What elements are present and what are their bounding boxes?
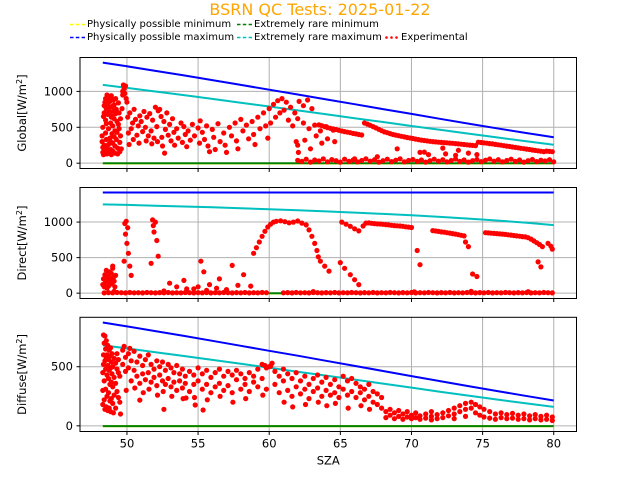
experimental-points [100, 217, 555, 296]
y-tick-label: 500 [51, 251, 73, 265]
legend-label: Physically possible maximum [87, 32, 235, 43]
y-tick-label: 500 [51, 120, 73, 134]
y-tick-label: 0 [66, 156, 73, 170]
x-tick-label: 70 [404, 437, 419, 451]
legend-label: Physically possible minimum [87, 19, 232, 30]
experimental-points [100, 332, 555, 424]
x-tick-label: 80 [546, 437, 561, 451]
gridlines [80, 57, 577, 169]
legend-dots-icon [385, 36, 398, 39]
x-tick-label: 50 [120, 437, 135, 451]
panel-diffuse: 0 500 Diffuse[W/m2] 50 55 60 65 70 75 80 SZA [15, 316, 577, 468]
x-axis-label: SZA [317, 454, 340, 468]
x-tick-label: 60 [262, 437, 277, 451]
legend-dash-icon [237, 36, 252, 39]
panel-frame [79, 316, 577, 432]
tick-marks [76, 90, 555, 172]
x-tick-label: 75 [475, 437, 490, 451]
line-extremely-rare-maximum [102, 203, 554, 227]
panel-global: 0 500 1000 Global[W/m2] [15, 57, 577, 172]
panel-frame [79, 187, 577, 299]
y-axis-label-diffuse: Diffuse[W/m2] [15, 334, 29, 415]
legend-dash-icon [70, 36, 85, 39]
legend-label: Extremely rare maximum [254, 32, 382, 43]
line-extremely-rare-maximum [102, 83, 554, 146]
y-tick-label: 0 [66, 419, 73, 433]
x-tick-label: 65 [333, 437, 348, 451]
experimental-points [99, 82, 557, 165]
legend-label: Extremely rare minimum [254, 19, 379, 30]
y-tick-label: 0 [66, 286, 73, 300]
chart-title: BSRN QC Tests: 2025-01-22 [209, 0, 431, 19]
legend-dash-icon [237, 23, 252, 26]
tick-marks [76, 221, 555, 302]
line-physically-possible-maximum [102, 61, 554, 139]
gridlines [80, 187, 577, 299]
x-tick-label: 55 [191, 437, 206, 451]
legend-label: Experimental [401, 32, 468, 43]
y-tick-label: 1000 [44, 215, 73, 229]
y-axis-label-global: Global[W/m2] [15, 74, 29, 151]
legend-dash-icon [70, 23, 85, 26]
panel-frame [79, 57, 577, 169]
y-tick-label: 1000 [44, 84, 73, 98]
y-tick-label: 500 [51, 360, 73, 374]
line-physically-possible-maximum [102, 321, 554, 402]
y-axis-label-direct: Direct[W/m2] [15, 206, 29, 281]
tick-marks [76, 366, 555, 435]
legend: Physically possible minimum Physically po… [0, 0, 640, 46]
panel-direct: 0 500 1000 Direct[W/m2] [15, 187, 577, 302]
